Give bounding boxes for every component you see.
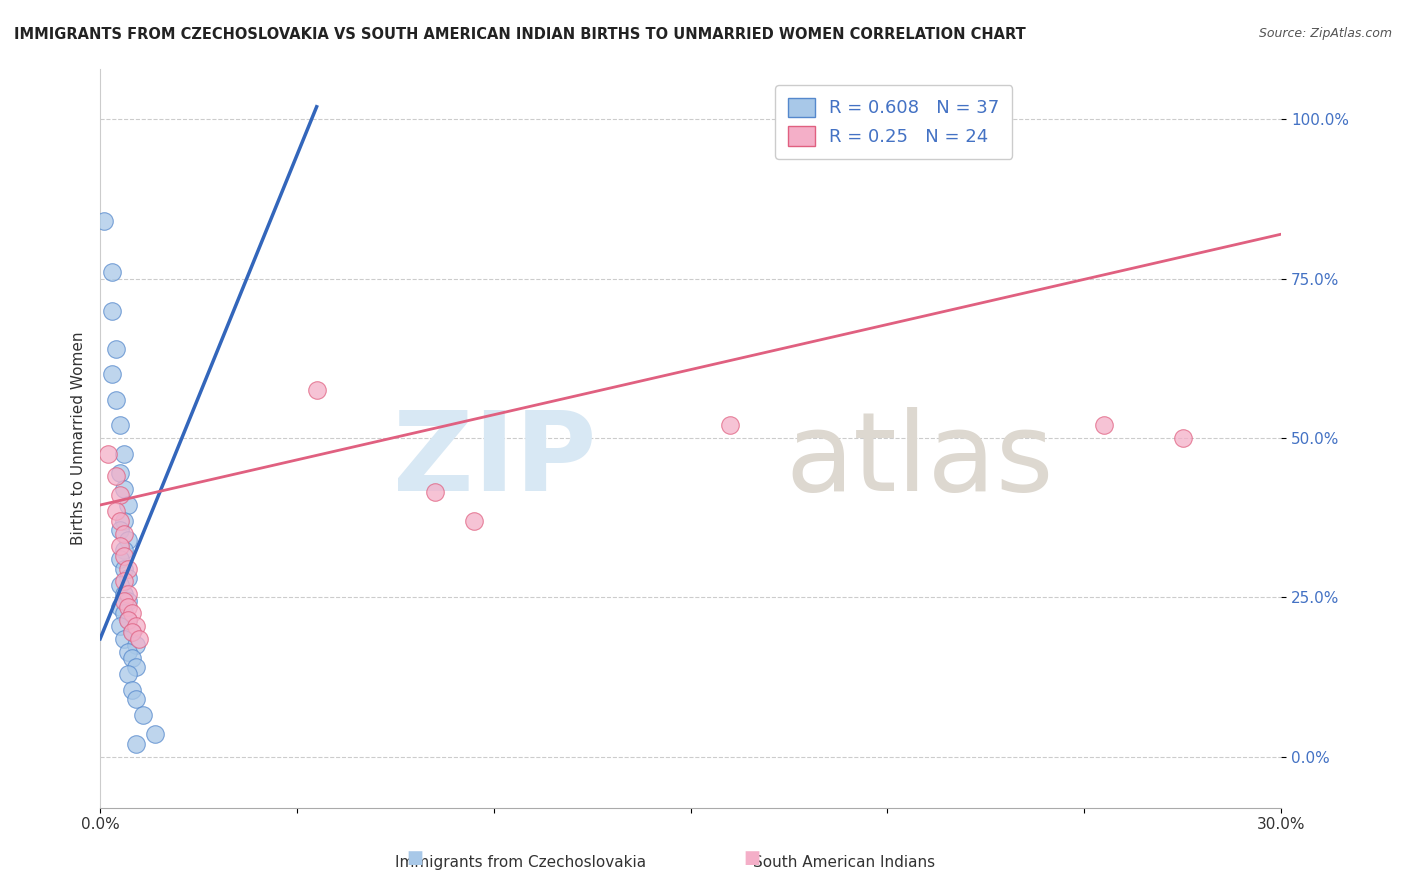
- Text: IMMIGRANTS FROM CZECHOSLOVAKIA VS SOUTH AMERICAN INDIAN BIRTHS TO UNMARRIED WOME: IMMIGRANTS FROM CZECHOSLOVAKIA VS SOUTH …: [14, 27, 1026, 42]
- Point: [108, 514, 131, 528]
- Point: [97, 447, 120, 461]
- Point: [112, 562, 135, 576]
- Point: [121, 607, 143, 621]
- Point: [112, 593, 135, 607]
- Point: [108, 552, 131, 566]
- Point: [112, 526, 135, 541]
- Point: [117, 666, 139, 681]
- Point: [101, 265, 124, 279]
- Point: [305, 384, 328, 398]
- Point: [117, 571, 139, 585]
- Point: [463, 514, 485, 528]
- Point: [104, 342, 127, 356]
- Point: [101, 303, 124, 318]
- Point: [101, 368, 124, 382]
- Point: [121, 625, 143, 640]
- Point: [108, 418, 131, 433]
- Point: [108, 466, 131, 480]
- Point: [117, 587, 139, 601]
- Point: [112, 447, 135, 461]
- Point: [112, 607, 135, 621]
- Text: ■: ■: [744, 849, 761, 867]
- Point: [117, 613, 139, 627]
- Point: [112, 587, 135, 601]
- Point: [117, 613, 139, 627]
- Point: [108, 577, 131, 591]
- Point: [124, 737, 146, 751]
- Point: [104, 469, 127, 483]
- Point: [112, 632, 135, 646]
- Point: [104, 392, 127, 407]
- Text: ■: ■: [406, 849, 423, 867]
- Point: [108, 524, 131, 538]
- Point: [124, 660, 146, 674]
- Legend: R = 0.608   N = 37, R = 0.25   N = 24: R = 0.608 N = 37, R = 0.25 N = 24: [775, 85, 1012, 159]
- Point: [112, 514, 135, 528]
- Point: [124, 692, 146, 706]
- Point: [117, 498, 139, 512]
- Y-axis label: Births to Unmarried Women: Births to Unmarried Women: [72, 331, 86, 545]
- Point: [108, 599, 131, 614]
- Text: South American Indians: South American Indians: [752, 855, 935, 870]
- Point: [112, 482, 135, 496]
- Point: [112, 574, 135, 589]
- Point: [121, 625, 143, 640]
- Point: [128, 632, 150, 646]
- Point: [104, 504, 127, 518]
- Point: [124, 619, 146, 633]
- Point: [112, 542, 135, 557]
- Point: [718, 418, 741, 433]
- Point: [121, 682, 143, 697]
- Point: [132, 708, 155, 723]
- Text: atlas: atlas: [785, 407, 1053, 514]
- Point: [1171, 431, 1194, 445]
- Point: [121, 651, 143, 665]
- Point: [112, 549, 135, 563]
- Point: [117, 562, 139, 576]
- Point: [423, 485, 446, 500]
- Point: [93, 214, 115, 228]
- Text: Immigrants from Czechoslovakia: Immigrants from Czechoslovakia: [395, 855, 645, 870]
- Text: Source: ZipAtlas.com: Source: ZipAtlas.com: [1258, 27, 1392, 40]
- Point: [108, 540, 131, 554]
- Point: [117, 644, 139, 658]
- Text: ZIP: ZIP: [392, 407, 596, 514]
- Point: [108, 619, 131, 633]
- Point: [117, 533, 139, 547]
- Point: [117, 593, 139, 607]
- Point: [108, 488, 131, 502]
- Point: [117, 599, 139, 614]
- Point: [143, 727, 166, 741]
- Point: [1092, 418, 1115, 433]
- Point: [124, 638, 146, 652]
